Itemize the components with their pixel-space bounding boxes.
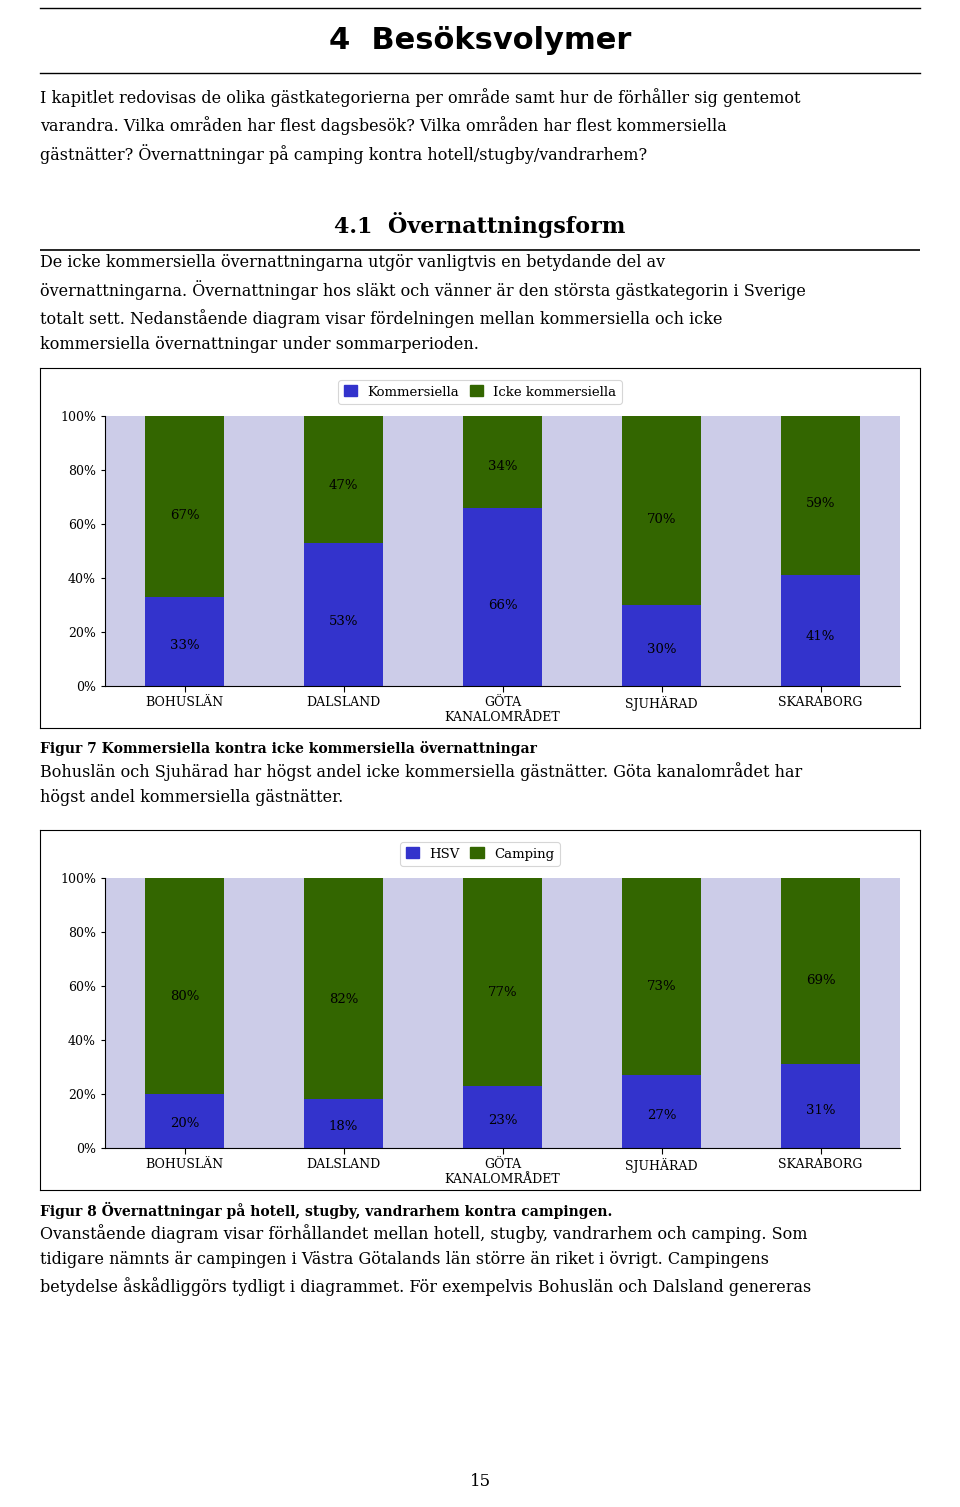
Text: 33%: 33%: [170, 639, 200, 653]
Bar: [145, 879, 225, 1094]
Legend: HSV, Camping: HSV, Camping: [400, 842, 560, 867]
Text: 30%: 30%: [647, 643, 676, 656]
Bar: [303, 1100, 383, 1148]
Bar: [780, 879, 860, 1064]
Text: Ovanstående diagram visar förhållandet mellan hotell, stugby, vandrarhem och cam: Ovanstående diagram visar förhållandet m…: [40, 1224, 811, 1296]
Legend: Kommersiella, Icke kommersiella: Kommersiella, Icke kommersiella: [338, 380, 622, 404]
Text: 27%: 27%: [647, 1109, 676, 1121]
Bar: [622, 879, 701, 1074]
Text: 4  Besöksvolymer: 4 Besöksvolymer: [329, 26, 631, 54]
Text: 18%: 18%: [329, 1120, 358, 1133]
Text: 73%: 73%: [647, 980, 676, 993]
Text: Figur 7 Kommersiella kontra icke kommersiella övernattningar: Figur 7 Kommersiella kontra icke kommers…: [40, 740, 537, 755]
Bar: [622, 416, 701, 604]
Bar: [303, 879, 383, 1100]
Bar: [303, 416, 383, 543]
Text: 34%: 34%: [488, 460, 517, 473]
Text: 59%: 59%: [805, 497, 835, 509]
Text: 66%: 66%: [488, 600, 517, 612]
Text: Figur 8 Övernattningar på hotell, stugby, vandrarhem kontra campingen.: Figur 8 Övernattningar på hotell, stugby…: [40, 1201, 612, 1219]
Bar: [463, 416, 542, 508]
Bar: [145, 416, 225, 597]
Text: 70%: 70%: [647, 514, 676, 526]
Text: De icke kommersiella övernattningarna utgör vanligtvis en betydande del av
övern: De icke kommersiella övernattningarna ut…: [40, 255, 805, 353]
Bar: [145, 597, 225, 686]
Bar: [463, 1087, 542, 1148]
Text: 41%: 41%: [805, 630, 835, 642]
Bar: [463, 879, 542, 1087]
Text: 31%: 31%: [805, 1103, 835, 1117]
Text: 77%: 77%: [488, 986, 517, 999]
Text: 69%: 69%: [805, 974, 835, 987]
Bar: [303, 543, 383, 686]
Bar: [622, 1074, 701, 1148]
Bar: [780, 1064, 860, 1148]
Text: Bohuslän och Sjuhärad har högst andel icke kommersiella gästnätter. Göta kanalom: Bohuslän och Sjuhärad har högst andel ic…: [40, 763, 803, 806]
Bar: [780, 576, 860, 686]
Text: 15: 15: [469, 1474, 491, 1490]
Bar: [622, 604, 701, 686]
Text: 23%: 23%: [488, 1114, 517, 1127]
Bar: [145, 1094, 225, 1148]
Text: 4.1  Övernattningsform: 4.1 Övernattningsform: [334, 212, 626, 238]
Text: 67%: 67%: [170, 509, 200, 521]
Text: 53%: 53%: [328, 615, 358, 628]
Text: 80%: 80%: [170, 990, 199, 1004]
Text: 20%: 20%: [170, 1117, 199, 1130]
Text: I kapitlet redovisas de olika gästkategorierna per område samt hur de förhåller : I kapitlet redovisas de olika gästkatego…: [40, 87, 801, 164]
Bar: [463, 508, 542, 686]
Text: 82%: 82%: [329, 993, 358, 1007]
Bar: [780, 416, 860, 576]
Text: 47%: 47%: [328, 479, 358, 493]
